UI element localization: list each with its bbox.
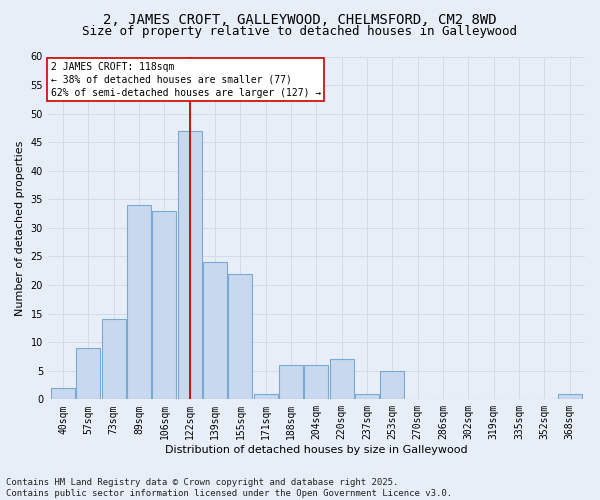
Text: Size of property relative to detached houses in Galleywood: Size of property relative to detached ho… (83, 25, 517, 38)
Bar (152, 211, 176, 400)
Text: 2, JAMES CROFT, GALLEYWOOD, CHELMSFORD, CM2 8WD: 2, JAMES CROFT, GALLEYWOOD, CHELMSFORD, … (103, 12, 497, 26)
Bar (127, 205, 151, 400)
Bar (203, 262, 227, 400)
Y-axis label: Number of detached properties: Number of detached properties (15, 140, 25, 316)
Text: 2 JAMES CROFT: 118sqm
← 38% of detached houses are smaller (77)
62% of semi-deta: 2 JAMES CROFT: 118sqm ← 38% of detached … (50, 62, 321, 98)
Bar (102, 320, 126, 400)
X-axis label: Distribution of detached houses by size in Galleywood: Distribution of detached houses by size … (165, 445, 468, 455)
Bar (380, 371, 404, 400)
Bar (330, 360, 354, 400)
Bar (355, 394, 379, 400)
Bar (76, 348, 100, 400)
Bar (304, 365, 328, 400)
Bar (558, 394, 582, 400)
Text: Contains HM Land Registry data © Crown copyright and database right 2025.
Contai: Contains HM Land Registry data © Crown c… (6, 478, 452, 498)
Bar (51, 388, 75, 400)
Bar (229, 274, 253, 400)
Bar (254, 394, 278, 400)
Bar (178, 131, 202, 400)
Bar (279, 365, 303, 400)
